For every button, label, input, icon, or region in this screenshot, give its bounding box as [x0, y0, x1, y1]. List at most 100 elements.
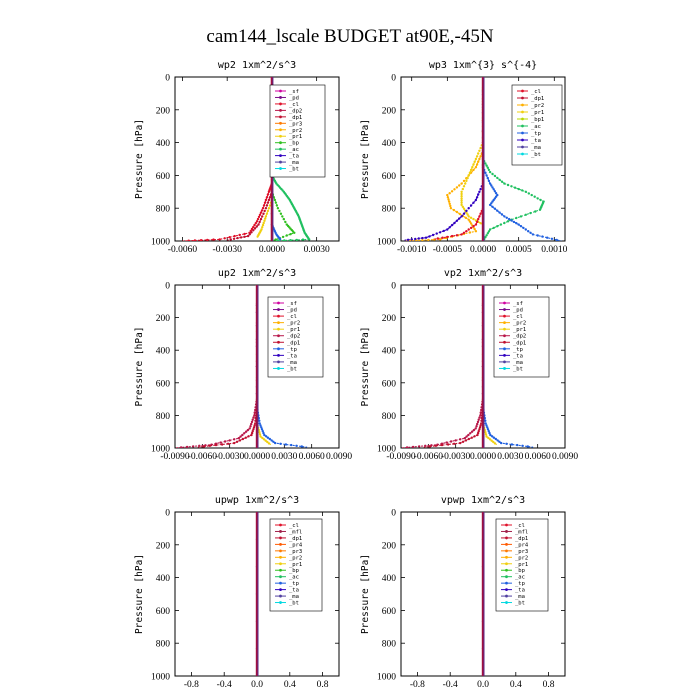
series-marker-tp — [496, 209, 499, 212]
y-tick-label: 600 — [382, 379, 397, 389]
legend-marker — [505, 581, 508, 585]
chart-panel-4: vp2 1xm^2/s^3 0 200 400 600 800 1000 Pressure [… — [360, 268, 578, 462]
series-marker-tp — [555, 238, 558, 241]
y-tick-label: 400 — [156, 574, 171, 584]
series-marker-pr1 — [466, 176, 469, 180]
x-tick-label: -0.0005 — [433, 245, 463, 255]
series-marker-dp2 — [405, 446, 409, 448]
legend-marker — [279, 594, 282, 598]
x-tick-label: 0.0010 — [541, 245, 567, 255]
series-marker-ac — [484, 162, 487, 165]
series-marker-dp2 — [239, 435, 242, 438]
x-tick-label: -0.4 — [217, 680, 232, 690]
series-marker-dp2 — [241, 433, 244, 437]
y-tick-label: 1000 — [151, 445, 170, 455]
series-marker-pr1 — [472, 163, 475, 166]
legend-box — [493, 296, 550, 378]
legend-marker — [505, 601, 508, 604]
series-marker-tp — [487, 179, 491, 183]
legend-label: _pr2 — [289, 128, 302, 134]
legend-label: _bt — [513, 366, 523, 372]
legend-label: _pr1 — [515, 562, 528, 568]
series-marker-ac — [524, 190, 527, 193]
series-marker-ac — [534, 210, 537, 213]
series-marker-bp — [281, 215, 284, 218]
y-tick-label: 800 — [382, 205, 397, 215]
series-marker-cl — [212, 238, 215, 241]
y-axis-label: Pressure [hPa] — [134, 326, 145, 406]
series-marker-ac — [276, 239, 280, 241]
series-marker-pr2 — [450, 190, 454, 193]
plot-data — [255, 512, 259, 676]
y-axis-label: Pressure [hPa] — [360, 326, 371, 406]
series-marker-pr1 — [467, 215, 470, 218]
series-marker-dp1 — [226, 442, 230, 445]
chart-panel-6: vpwp 1xm^2/s^3 0 200 400 600 800 1000 Pressure … — [360, 495, 566, 690]
legend-marker — [505, 575, 508, 579]
series-marker-ac — [530, 193, 533, 197]
series-marker-pr1 — [460, 192, 463, 196]
series-marker-pr2 — [468, 220, 472, 223]
series-marker-dp2 — [198, 444, 201, 447]
series-marker-tp — [486, 428, 490, 431]
legend-label: _dp1 — [531, 96, 544, 102]
legend-label: _mfl — [289, 529, 302, 535]
series-marker-pr1 — [474, 157, 478, 161]
series-marker-dp2 — [476, 422, 479, 426]
legend-label: _tp — [531, 131, 541, 137]
series-marker-tp — [487, 430, 490, 433]
legend-marker — [279, 542, 282, 546]
legend-marker — [505, 562, 508, 566]
series-marker-tp — [503, 215, 506, 218]
series-marker-cl — [450, 234, 454, 238]
series-marker-dp2 — [470, 430, 474, 433]
legend-label: _tp — [513, 347, 523, 353]
y-tick-label: 800 — [156, 640, 171, 650]
series-marker-pr1 — [267, 207, 271, 210]
series-marker-tp — [522, 226, 525, 230]
series-marker-ac — [538, 208, 542, 211]
legend-marker — [503, 360, 506, 364]
series-marker-ta — [477, 193, 480, 196]
series-marker-ac — [503, 221, 506, 225]
series-line-dp1 — [197, 285, 258, 448]
series-marker-pr2 — [474, 230, 478, 233]
x-tick-label: -0.0010 — [397, 245, 427, 255]
series-marker-ta — [421, 236, 424, 240]
series-marker-dp1 — [470, 436, 473, 439]
series-marker-cl — [436, 237, 439, 240]
legend-label: _bt — [515, 601, 525, 607]
series-marker-pr1 — [262, 438, 266, 441]
series-marker-ac — [295, 238, 298, 241]
series-marker-bp — [289, 233, 292, 236]
series-marker-pr1 — [462, 185, 466, 188]
legend-label: _pd — [289, 95, 299, 101]
series-marker-ta — [462, 212, 466, 215]
series-marker-tp — [489, 433, 492, 437]
plot-frame — [174, 76, 340, 242]
series-marker-tp — [491, 205, 494, 208]
series-marker-dp2 — [411, 445, 415, 448]
legend-marker — [521, 152, 524, 156]
legend-marker — [277, 360, 280, 364]
series-marker-bp — [282, 217, 285, 221]
series-marker-pr1 — [484, 433, 488, 436]
series-marker-pr1 — [464, 182, 467, 185]
series-marker-pr2 — [449, 207, 453, 210]
series-marker-ac — [486, 166, 489, 169]
legend-marker — [279, 154, 282, 158]
legend-label: _pr3 — [289, 549, 302, 555]
series-marker-dp2 — [246, 428, 250, 432]
series-marker-pr2 — [479, 155, 482, 158]
series-marker-dp1 — [452, 442, 456, 445]
series-marker-pr1 — [473, 160, 476, 163]
legend-label: _tp — [289, 581, 299, 587]
series-marker-pr2 — [448, 202, 451, 205]
series-marker-tp — [515, 222, 518, 225]
x-tick-label: 0.0 — [477, 680, 489, 690]
series-marker-tp — [524, 228, 527, 231]
figure-title: cam144_lscale BUDGET at90E,-45N — [206, 26, 493, 47]
series-marker-dp1 — [478, 428, 481, 431]
series-marker-pr2 — [460, 182, 463, 185]
x-tick-label: -0.0090 — [160, 452, 190, 462]
